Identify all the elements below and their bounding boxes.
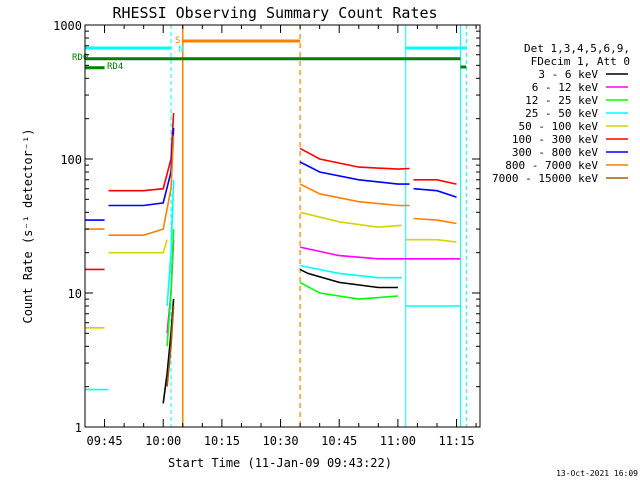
legend-label-5: 100 - 300 keV bbox=[512, 133, 598, 146]
series-5-segment-3 bbox=[413, 179, 457, 185]
series-5-segment-1 bbox=[108, 113, 175, 192]
series-2-segment-1 bbox=[299, 281, 398, 300]
x-axis-ticks: 09:45 10:00 10:15 10:30 10:45 11:00 11:15 bbox=[86, 25, 477, 448]
flag-label-1: RD4 bbox=[107, 62, 123, 72]
series-6-segment-3 bbox=[413, 187, 457, 198]
series-8-segment-0 bbox=[166, 305, 175, 387]
legend-header-line1: Det 1,3,4,5,6,9, bbox=[524, 42, 630, 55]
y-axis-label: Count Rate (s⁻¹ detector⁻¹) bbox=[21, 128, 35, 323]
plot-area: SN RD0 RD4 bbox=[72, 25, 467, 427]
series-3-segment-2 bbox=[299, 264, 402, 279]
x-tick-label-0: 09:45 bbox=[86, 434, 122, 448]
series-5-segment-2 bbox=[299, 147, 410, 170]
legend-label-1: 6 - 12 keV bbox=[532, 81, 599, 94]
x-tick-label-5: 11:00 bbox=[380, 434, 416, 448]
flag-label-0: RD0 bbox=[72, 53, 88, 63]
y-tick-label-2: 100 bbox=[60, 153, 82, 167]
series-4-segment-3 bbox=[405, 238, 457, 243]
night-letter: N bbox=[178, 45, 183, 55]
y-axis-ticks: 1 10 100 1000 bbox=[53, 19, 480, 435]
x-axis-label: Start Time (11-Jan-09 09:43:22) bbox=[168, 456, 392, 470]
series-2-segment-0 bbox=[166, 229, 175, 347]
legend-label-4: 50 - 100 keV bbox=[519, 120, 599, 133]
x-tick-label-3: 10:30 bbox=[262, 434, 298, 448]
series-4-segment-2 bbox=[299, 211, 402, 229]
series-0-segment-1 bbox=[299, 268, 398, 289]
x-tick-label-1: 10:00 bbox=[145, 434, 181, 448]
legend-header-line2: FDecim 1, Att 0 bbox=[531, 55, 630, 68]
series-6-segment-2 bbox=[299, 161, 410, 185]
x-tick-label-6: 11:15 bbox=[438, 434, 474, 448]
legend-label-7: 800 - 7000 keV bbox=[505, 159, 598, 172]
legend: Det 1,3,4,5,6,9, FDecim 1, Att 0 3 - 6 k… bbox=[492, 42, 630, 185]
chart-title: RHESSI Observing Summary Count Rates bbox=[112, 4, 437, 22]
plot-frame bbox=[84, 24, 481, 428]
series-7-segment-3 bbox=[413, 217, 457, 225]
series-7-segment-2 bbox=[299, 183, 410, 207]
x-tick-label-2: 10:15 bbox=[204, 434, 240, 448]
legend-label-6: 300 - 800 keV bbox=[512, 146, 598, 159]
series-3-segment-1 bbox=[166, 179, 175, 307]
y-tick-label-0: 1 bbox=[75, 421, 82, 435]
series-7-segment-1 bbox=[108, 135, 175, 236]
x-tick-label-4: 10:45 bbox=[321, 434, 357, 448]
legend-label-2: 12 - 25 keV bbox=[525, 94, 598, 107]
legend-label-3: 25 - 50 keV bbox=[525, 107, 598, 120]
y-tick-label-3: 1000 bbox=[53, 19, 82, 33]
series-4-segment-1 bbox=[108, 239, 168, 254]
footer-timestamp: 13-Oct-2021 16:09 bbox=[556, 469, 638, 478]
saa-letter: S bbox=[175, 36, 180, 46]
legend-label-0: 3 - 6 keV bbox=[538, 68, 598, 81]
y-tick-label-1: 10 bbox=[68, 287, 82, 301]
series-1-segment-1 bbox=[299, 246, 461, 260]
legend-label-8: 7000 - 15000 keV bbox=[492, 172, 598, 185]
